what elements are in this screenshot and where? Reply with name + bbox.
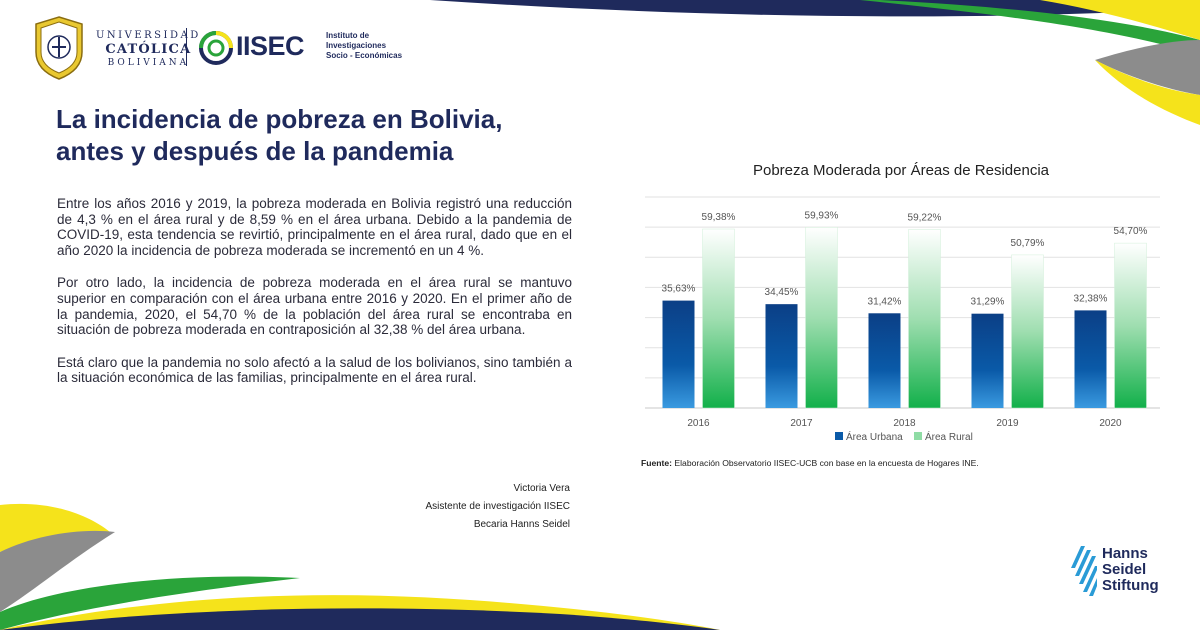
ucb-line-2: CATÓLICA [105,42,192,57]
legend-swatch-urbana [835,432,843,440]
chart-title: Pobreza Moderada por Áreas de Residencia [752,162,1049,179]
paragraph-3: Está claro que la pandemia no solo afect… [57,354,572,386]
hss-stripes-icon [1071,546,1097,596]
bar-rural-2018 [908,229,941,409]
page-title: La incidencia de pobreza en Bolivia, ant… [56,103,576,167]
data-label-rural-2017: 59,93% [805,210,839,221]
ucb-line-3: BOLIVIANA [107,58,190,68]
hss-line-2: Seidel [1102,561,1147,578]
iisec-subtitle: Instituto de Investigaciones Socio - Eco… [326,31,402,61]
data-label-urbana-2018: 31,42% [868,296,902,307]
x-tick-label: 2020 [1099,418,1122,429]
bar-rural-2020 [1114,242,1147,409]
hss-wordmark: Hanns Seidel Stiftung [1102,546,1159,594]
legend-label-urbana: Área Urbana [846,430,903,443]
x-tick-label: 2016 [687,418,710,429]
title-line-1: La incidencia de pobreza en Bolivia, [56,104,503,134]
author-name: Victoria Vera [513,483,570,494]
source-label: Fuente: [641,458,673,468]
paragraph-2: Por otro lado, la incidencia de pobreza … [57,275,572,338]
data-label-urbana-2016: 35,63% [662,284,696,295]
bar-urbana-2019 [971,313,1004,408]
iisec-emblem-icon [199,31,233,65]
source-text: Elaboración Observatorio IISEC-UCB con b… [672,458,979,468]
iisec-name: IISEC [236,31,305,61]
x-tick-label: 2018 [893,418,916,429]
data-label-urbana-2020: 32,38% [1074,293,1108,304]
bar-rural-2016 [702,228,735,409]
iisec-sub-1: Instituto de [326,31,370,40]
paragraph-1: Entre los años 2016 y 2019, la pobreza m… [57,196,572,258]
bar-rural-2019 [1011,254,1044,409]
bar-urbana-2018 [868,313,901,408]
title-line-2: antes y después de la pandemia [56,136,454,166]
hss-line-3: Stiftung [1102,577,1159,594]
hss-line-1: Hanns [1102,545,1148,562]
data-label-rural-2020: 54,70% [1114,226,1148,237]
iisec-sub-2: Investigaciones [326,41,387,50]
ucb-line-1: UNIVERSIDAD [96,30,201,41]
bar-rural-2017 [805,227,838,409]
x-tick-label: 2019 [996,418,1019,429]
article-body: Entre los años 2016 y 2019, la pobreza m… [57,196,572,403]
university-seal-icon [35,16,83,80]
logo-divider [186,28,187,66]
ucb-wordmark: UNIVERSIDAD CATÓLICA BOLIVIANA [96,30,201,68]
x-tick-label: 2017 [790,418,813,429]
data-label-rural-2019: 50,79% [1011,238,1045,249]
legend-swatch-rural [914,432,922,440]
iisec-sub-3: Socio - Económicas [326,51,403,60]
author-block: Victoria Vera Asistente de investigación… [425,480,570,534]
data-label-rural-2016: 59,38% [702,212,736,223]
data-label-rural-2018: 59,22% [908,212,942,223]
bar-urbana-2016 [662,300,695,408]
author-note: Becaria Hanns Seidel [473,519,570,530]
data-label-urbana-2019: 31,29% [971,297,1005,308]
data-label-urbana-2017: 34,45% [765,287,799,298]
bar-urbana-2017 [765,304,798,408]
legend-label-rural: Área Rural [925,430,973,443]
bar-urbana-2020 [1074,310,1107,408]
chart-source: Fuente: Elaboración Observatorio IISEC-U… [641,458,979,468]
author-role: Asistente de investigación IISEC [425,501,570,512]
